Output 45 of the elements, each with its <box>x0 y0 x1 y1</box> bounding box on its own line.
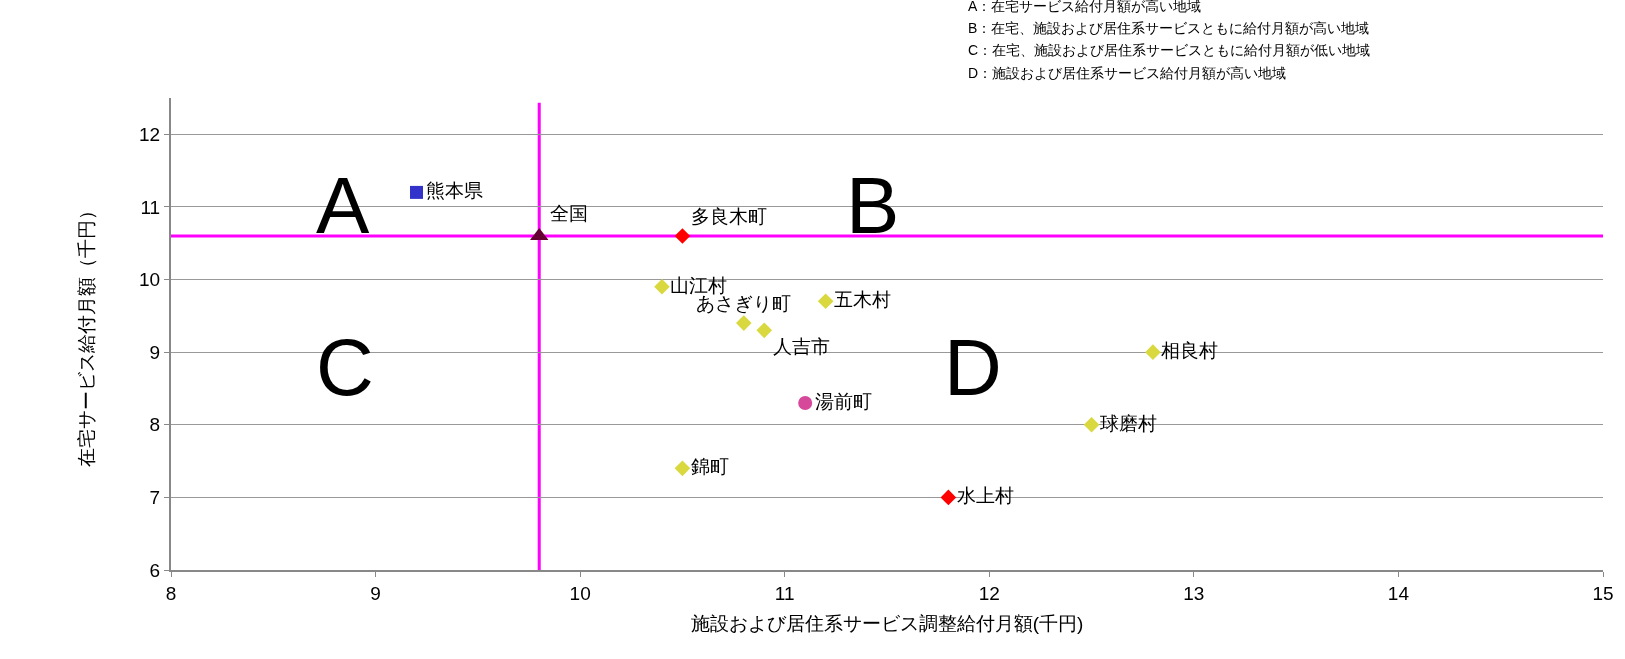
point <box>1145 344 1161 360</box>
text: C：在宅、施設および居住系サービスともに給付月額が低い地域 <box>968 42 1371 58</box>
point <box>736 315 752 331</box>
y-tick-label: 6 <box>149 559 161 581</box>
y-axis-title: 在宅サービス給付月額（千円） <box>76 201 98 467</box>
point <box>674 460 691 477</box>
y-tick-label: 9 <box>149 341 161 363</box>
series-label: 全国 <box>550 203 589 225</box>
point <box>798 395 813 410</box>
point <box>654 279 670 295</box>
text: B：在宅、施設および居住系サービスともに給付月額が高い地域 <box>968 20 1370 36</box>
x-tick-label: 11 <box>774 582 795 604</box>
annotation: C <box>316 323 374 412</box>
y-tick-label: 7 <box>149 487 161 509</box>
point <box>674 228 691 244</box>
series-label: 錦町 <box>690 456 729 478</box>
series-label: 湯前町 <box>814 390 872 412</box>
x-tick-label: 8 <box>165 582 177 604</box>
annotation: B <box>846 161 900 250</box>
point <box>817 293 834 310</box>
x-tick-label: 9 <box>370 582 381 604</box>
annotation: D <box>944 323 1002 412</box>
point <box>756 322 773 339</box>
series-label: 五木村 <box>834 289 892 311</box>
y-tick-label: 8 <box>149 414 161 436</box>
x-axis-title: 施設および居住系サービス調整給付月額(千円) <box>690 613 1084 635</box>
x-tick-label: 10 <box>569 582 591 604</box>
y-tick-label: 12 <box>139 123 161 145</box>
y-tick-label: 11 <box>140 196 161 218</box>
series-label: 熊本県 <box>425 180 483 202</box>
series-label: 相良村 <box>1161 339 1219 361</box>
annotation: A <box>316 161 370 250</box>
x-tick-label: 12 <box>978 582 1000 604</box>
x-tick-label: 15 <box>1592 582 1614 604</box>
point <box>940 489 957 506</box>
series-label: 多良木町 <box>690 205 767 227</box>
series-label: 水上村 <box>956 485 1014 507</box>
x-tick-label: 14 <box>1387 582 1410 604</box>
point <box>1083 416 1100 433</box>
series-label: 人吉市 <box>772 336 830 358</box>
y-tick-label: 10 <box>139 269 161 291</box>
x-tick-label: 13 <box>1183 582 1205 604</box>
point <box>409 185 423 199</box>
series-label: 球磨村 <box>1100 412 1158 434</box>
text: D：施設および居住系サービス給付月額が高い地域 <box>968 65 1287 81</box>
